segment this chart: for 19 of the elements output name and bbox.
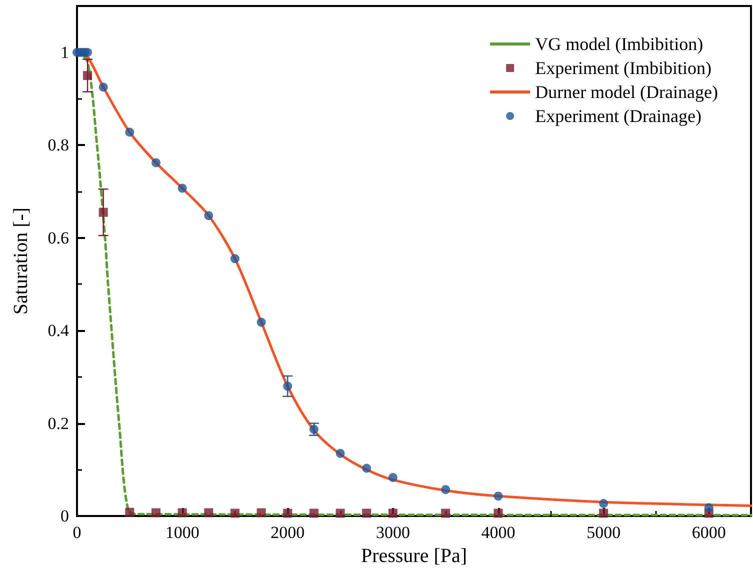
y-tick-label: 0.6 (48, 228, 69, 248)
x-tick-label: 4000 (481, 523, 516, 542)
y-tick-label: 0 (60, 506, 69, 526)
x-tick-label: 3000 (376, 523, 410, 542)
x-tick-label: 6000 (692, 523, 726, 542)
legend-label: Experiment (Drainage) (535, 106, 702, 126)
x-tick-label: 0 (72, 523, 82, 542)
legend-label: VG model (Imbibition) (535, 34, 704, 54)
y-tick-label: 0.8 (48, 136, 69, 155)
x-tick-label: 2000 (270, 523, 305, 542)
y-tick-label: 0.4 (48, 321, 70, 340)
y-axis-title: Saturation [-] (10, 207, 32, 315)
y-tick-label: 0.2 (48, 414, 69, 433)
y-tick-label: 1 (60, 42, 69, 62)
x-tick-label: 1000 (165, 523, 200, 542)
x-axis-title: Pressure [Pa] (360, 545, 468, 567)
legend-label: Experiment (Imbibition) (535, 58, 712, 78)
x-tick-label: 5000 (586, 523, 621, 542)
legend-label: Durner model (Drainage) (535, 82, 718, 102)
